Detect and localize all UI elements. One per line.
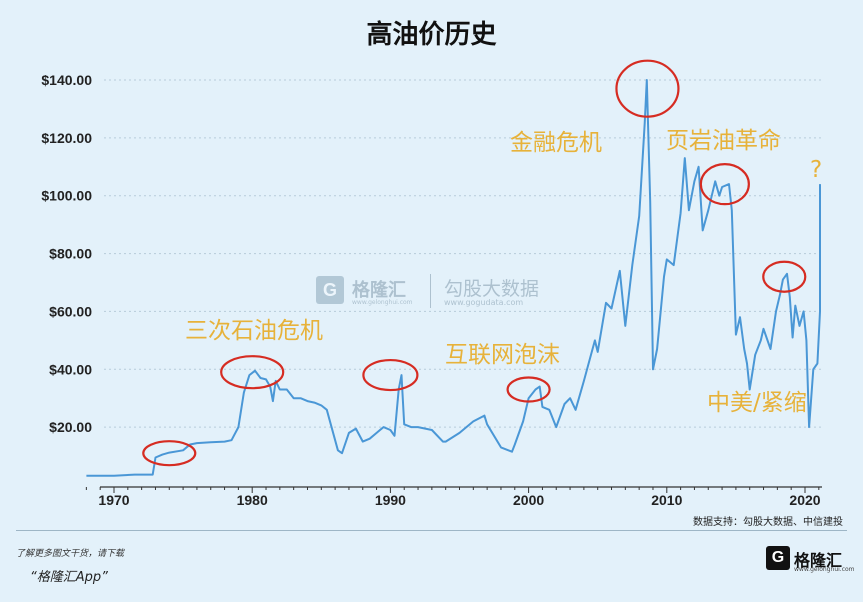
watermark-url: www.gogudata.com <box>444 298 524 307</box>
x-tick-label: 2000 <box>513 492 544 508</box>
chart-title: 高油价历史 <box>366 20 497 50</box>
highlight-circle <box>762 260 807 293</box>
highlight-circle <box>699 163 750 206</box>
highlight-circle <box>220 355 285 390</box>
brand-logo: G 格隆汇 www.gelonghui.com <box>766 546 855 576</box>
brand-name: 格隆汇 <box>794 551 843 570</box>
annotation-label: 页岩油革命 <box>666 128 781 154</box>
annotation-label: 中美/紧缩 <box>707 390 807 416</box>
y-tick-label: $100.00 <box>41 188 92 204</box>
y-tick-label: $120.00 <box>41 130 92 146</box>
annotation-label: 互联网泡沫 <box>445 342 560 368</box>
x-tick-label: 2010 <box>651 492 682 508</box>
watermark-name2: 勾股大数据 <box>444 278 540 300</box>
watermark-logo-icon: G <box>316 276 344 304</box>
x-tick-label: 2020 <box>789 492 820 508</box>
annotation-label: ? <box>810 157 822 183</box>
line-layer <box>86 79 821 477</box>
watermark-name: 格隆汇 <box>352 280 406 301</box>
brand-url: www.gelonghui.com <box>794 566 855 573</box>
annotation-label: 三次石油危机 <box>185 318 323 344</box>
footer-divider <box>16 530 847 531</box>
x-tick-label: 1970 <box>98 492 129 508</box>
watermark-divider <box>430 274 431 308</box>
promo-app-name: “格隆汇App” <box>30 570 108 585</box>
highlight-layer <box>142 59 807 467</box>
price-line <box>86 79 821 477</box>
y-tick-label: $80.00 <box>49 246 92 262</box>
highlight-circle <box>615 59 680 118</box>
highlight-circle <box>506 376 551 403</box>
promo-text: 了解更多图文干货，请下载 <box>16 549 125 559</box>
x-tick-label: 1990 <box>375 492 406 508</box>
highlight-circle <box>362 358 419 392</box>
y-tick-label: $140.00 <box>41 72 92 88</box>
annotation-label: 金融危机 <box>510 130 602 156</box>
highlight-circle <box>142 440 197 467</box>
y-tick-label: $20.00 <box>49 419 92 435</box>
brand-logo-icon: G <box>766 546 790 570</box>
source-note: 数据支持：勾股大数据、中信建投 <box>693 517 843 528</box>
watermark: G 格隆汇 www.gelonghui.com 勾股大数据 www.goguda… <box>316 272 566 312</box>
y-tick-label: $40.00 <box>49 361 92 377</box>
axis-layer: $20.00 $40.00 $60.00 $80.00 $100.00 $120.00 $1… <box>41 72 822 508</box>
y-tick-label: $60.00 <box>49 303 92 319</box>
watermark-name-sub: www.gelonghui.com <box>352 299 413 306</box>
x-tick-label: 1980 <box>237 492 268 508</box>
